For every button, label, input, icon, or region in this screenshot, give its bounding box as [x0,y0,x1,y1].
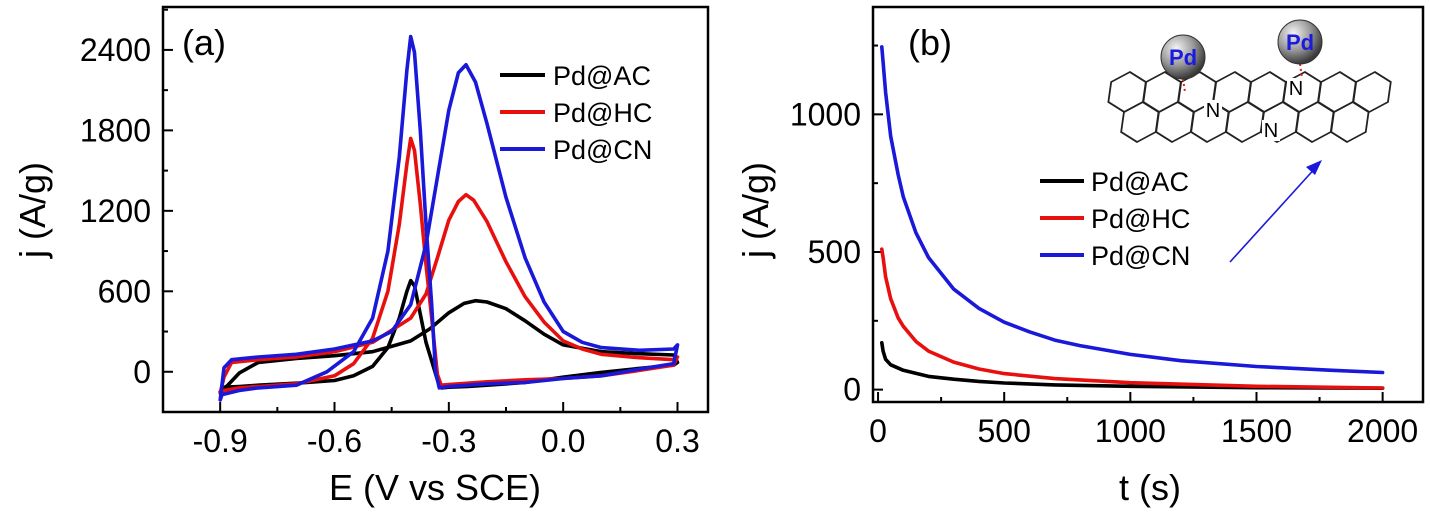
y-axis-title: j (A/g) [735,162,776,259]
pd-bond [1182,78,1186,93]
pointer-arrow-head [1306,160,1322,175]
legend: Pd@AC Pd@HC Pd@CN [1040,167,1190,271]
y-tick-label: 600 [98,273,151,309]
carbon-ring [1107,70,1147,114]
x-tick-label: 0.3 [655,423,699,459]
series-line-pd-hc [880,247,1385,390]
x-axis-title: E (V vs SCE) [329,467,541,508]
legend: Pd@AC Pd@HC Pd@CN [500,61,652,165]
y-tick-label: 1800 [80,112,151,148]
carbon-ring [1155,100,1195,144]
panel-label: (b) [908,22,952,63]
y-tick-label: 1000 [790,96,861,132]
x-tick-label: 500 [977,413,1030,449]
x-tick-label: -0.3 [421,423,476,459]
nitrogen-bg [1262,120,1280,141]
chart-panel-b: 0 500 1000 1500 2000 0 500 1000 t (s) j (A/g) (b) P… [735,5,1425,508]
plot-frame [871,5,1425,404]
carbon-ring [1120,100,1160,144]
legend-label: Pd@HC [553,98,652,128]
x-tick-label: -0.6 [307,423,362,459]
series-line-pd-ac [880,341,1385,390]
pd-atom-label: Pd [1286,30,1314,55]
x-tick-label: 1500 [1221,413,1292,449]
series-line-pd-cn [218,34,680,402]
y-axis-title: j (A/g) [12,162,53,259]
pd-bond [1299,63,1303,78]
series-line-pd-cn [880,45,1385,375]
legend-label: Pd@CN [1091,241,1190,271]
nitrogen-label: N [1289,78,1303,100]
x-tick-label: 1000 [1095,413,1166,449]
x-tick-label: 0 [869,413,887,449]
plot-frame [161,5,710,414]
legend-label: Pd@AC [1091,167,1189,197]
nitrogen-bg [1204,100,1222,121]
panel-label: (a) [182,22,226,63]
y-tick-label: 0 [133,354,151,390]
y-tick-label: 0 [843,372,861,408]
chart-panel-a: -0.9 -0.6 -0.3 0.0 0.3 0 600 1200 1800 2400 E (V v… [12,5,710,508]
legend-label: Pd@AC [553,61,651,91]
nitrogen-label: N [1264,120,1278,142]
y-tick-label: 2400 [80,32,151,68]
pointer-arrow-line [1229,164,1319,263]
x-tick-label: 2000 [1347,413,1418,449]
pd-atom [1277,19,1323,65]
x-tick-label: 0.0 [541,423,585,459]
legend-label: Pd@CN [553,135,652,165]
series-line-pd-ac [218,278,680,394]
y-tick-label: 1200 [80,193,151,229]
carbon-ring [1295,100,1335,144]
y-tick-label: 500 [808,234,861,270]
carbon-ring [1225,100,1265,144]
pd-atom-label: Pd [1169,45,1197,70]
nitrogen-bg [1287,78,1305,99]
nitrogen-label: N [1206,100,1220,122]
pd-atom [1160,34,1206,80]
x-tick-label: -0.9 [193,423,248,459]
carbon-ring [1330,100,1370,144]
legend-label: Pd@HC [1091,204,1190,234]
x-axis-title: t (s) [1119,467,1181,508]
